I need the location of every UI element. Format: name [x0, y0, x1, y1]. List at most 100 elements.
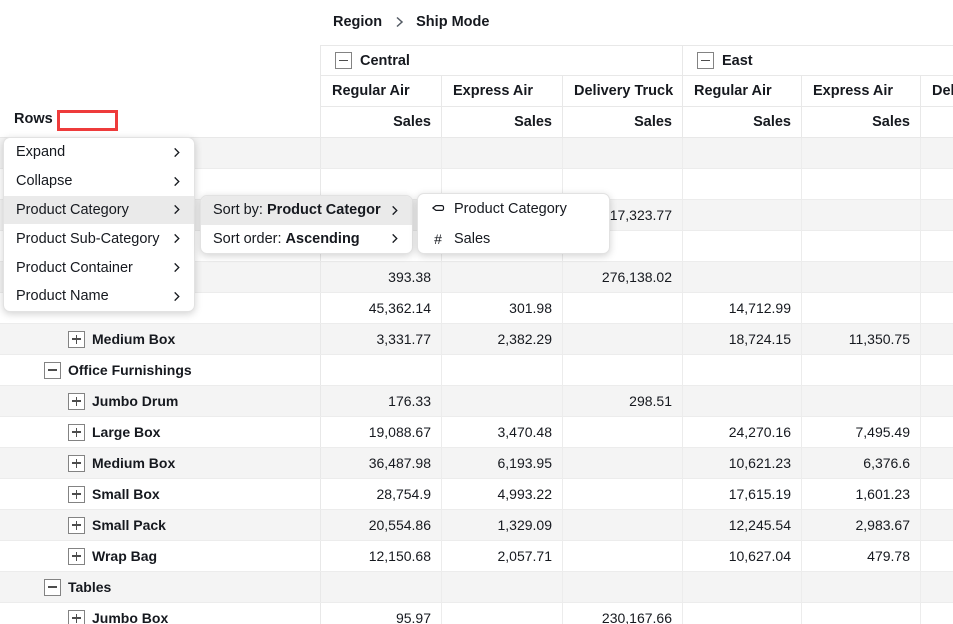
value-cell[interactable]: 176.33: [321, 386, 442, 416]
value-cell[interactable]: 10,627.04: [683, 541, 802, 571]
breadcrumb-item-ship-mode[interactable]: Ship Mode: [416, 14, 490, 30]
menu-item-sort-by-[interactable]: Sort by: Product Category: [201, 196, 412, 225]
value-cell[interactable]: [921, 355, 953, 385]
value-cell[interactable]: 18,724.15: [683, 324, 802, 354]
value-cell[interactable]: [802, 169, 921, 199]
value-cell[interactable]: 12,150.68: [321, 541, 442, 571]
value-cell[interactable]: [921, 231, 953, 261]
value-cell[interactable]: [563, 541, 683, 571]
column-header[interactable]: Express Air: [802, 76, 921, 107]
value-cell[interactable]: [442, 262, 563, 292]
value-cell[interactable]: [563, 324, 683, 354]
menu-item-sales[interactable]: # Sales: [418, 224, 609, 254]
expand-icon[interactable]: [68, 423, 85, 441]
value-cell[interactable]: [683, 138, 802, 168]
value-cell[interactable]: 3,331.77: [321, 324, 442, 354]
value-cell[interactable]: [802, 293, 921, 323]
row-header-cell[interactable]: Jumbo Drum: [0, 386, 321, 416]
value-cell[interactable]: [563, 510, 683, 540]
value-cell[interactable]: 12,245.54: [683, 510, 802, 540]
value-cell[interactable]: [802, 572, 921, 602]
value-cell[interactable]: [921, 169, 953, 199]
value-cell[interactable]: [921, 324, 953, 354]
value-cell[interactable]: [921, 448, 953, 478]
value-cell[interactable]: [921, 479, 953, 509]
value-cell[interactable]: 20,554.86: [321, 510, 442, 540]
value-cell[interactable]: [802, 231, 921, 261]
value-cell[interactable]: 17,323.77: [563, 200, 683, 230]
value-cell[interactable]: [921, 417, 953, 447]
menu-item-collapse[interactable]: Collapse: [4, 167, 194, 196]
value-cell[interactable]: [683, 262, 802, 292]
value-cell[interactable]: [321, 138, 442, 168]
value-cell[interactable]: [683, 200, 802, 230]
value-cell[interactable]: [442, 603, 563, 624]
value-cell[interactable]: 230,167.66: [563, 603, 683, 624]
value-cell[interactable]: [442, 572, 563, 602]
expand-icon[interactable]: [68, 454, 85, 472]
value-cell[interactable]: [563, 572, 683, 602]
row-header-cell[interactable]: Wrap Bag: [0, 541, 321, 571]
value-cell[interactable]: 2,057.71: [442, 541, 563, 571]
value-cell[interactable]: 10,621.23: [683, 448, 802, 478]
value-cell[interactable]: [442, 386, 563, 416]
value-cell[interactable]: [802, 138, 921, 168]
value-cell[interactable]: [563, 355, 683, 385]
value-cell[interactable]: [921, 138, 953, 168]
value-cell[interactable]: [563, 138, 683, 168]
value-cell[interactable]: [321, 572, 442, 602]
measure-header[interactable]: Sales: [802, 107, 921, 137]
value-cell[interactable]: 3,470.48: [442, 417, 563, 447]
value-cell[interactable]: 301.98: [442, 293, 563, 323]
row-header-cell[interactable]: Jumbo Box: [0, 603, 321, 624]
value-cell[interactable]: [683, 603, 802, 624]
value-cell[interactable]: 45,362.14: [321, 293, 442, 323]
menu-item-product-category[interactable]: Product Category: [4, 195, 194, 225]
value-cell[interactable]: 95.97: [321, 603, 442, 624]
value-cell[interactable]: [921, 603, 953, 624]
value-cell[interactable]: 479.78: [802, 541, 921, 571]
value-cell[interactable]: [442, 355, 563, 385]
value-cell[interactable]: 36,487.98: [321, 448, 442, 478]
menu-item-product-name[interactable]: Product Name: [4, 282, 194, 311]
breadcrumb-item-region[interactable]: Region: [333, 14, 383, 30]
value-cell[interactable]: [802, 355, 921, 385]
collapse-icon[interactable]: [697, 52, 714, 69]
value-cell[interactable]: [921, 572, 953, 602]
value-cell[interactable]: 28,754.9: [321, 479, 442, 509]
value-cell[interactable]: 1,601.23: [802, 479, 921, 509]
expand-icon[interactable]: [68, 330, 85, 348]
column-header[interactable]: Delivery Truck: [921, 76, 953, 107]
row-header-cell[interactable]: Small Box: [0, 479, 321, 509]
value-cell[interactable]: 4,993.22: [442, 479, 563, 509]
value-cell[interactable]: [683, 386, 802, 416]
value-cell[interactable]: [921, 200, 953, 230]
measure-header[interactable]: Sales: [563, 107, 683, 137]
value-cell[interactable]: [802, 603, 921, 624]
value-cell[interactable]: [563, 448, 683, 478]
group-header-east[interactable]: East: [683, 45, 953, 76]
row-header-cell[interactable]: Tables: [0, 572, 321, 602]
measure-header[interactable]: Sales: [321, 107, 442, 137]
value-cell[interactable]: [563, 293, 683, 323]
value-cell[interactable]: 19,088.67: [321, 417, 442, 447]
value-cell[interactable]: 17,615.19: [683, 479, 802, 509]
value-cell[interactable]: [683, 572, 802, 602]
expand-icon[interactable]: [68, 392, 85, 410]
value-cell[interactable]: 14,712.99: [683, 293, 802, 323]
value-cell[interactable]: [921, 262, 953, 292]
value-cell[interactable]: [563, 169, 683, 199]
measure-header[interactable]: Sales: [683, 107, 802, 137]
menu-item-product-container[interactable]: Product Container: [4, 253, 194, 282]
value-cell[interactable]: 276,138.02: [563, 262, 683, 292]
value-cell[interactable]: [321, 355, 442, 385]
value-cell[interactable]: [683, 231, 802, 261]
value-cell[interactable]: [563, 231, 683, 261]
menu-item-product-sub-category[interactable]: Product Sub-Category: [4, 224, 194, 253]
value-cell[interactable]: 298.51: [563, 386, 683, 416]
menu-item-product-category[interactable]: Product Category: [418, 194, 609, 224]
value-cell[interactable]: [321, 169, 442, 199]
expand-icon[interactable]: [68, 609, 85, 624]
value-cell[interactable]: 7,495.49: [802, 417, 921, 447]
expand-icon[interactable]: [68, 516, 85, 534]
